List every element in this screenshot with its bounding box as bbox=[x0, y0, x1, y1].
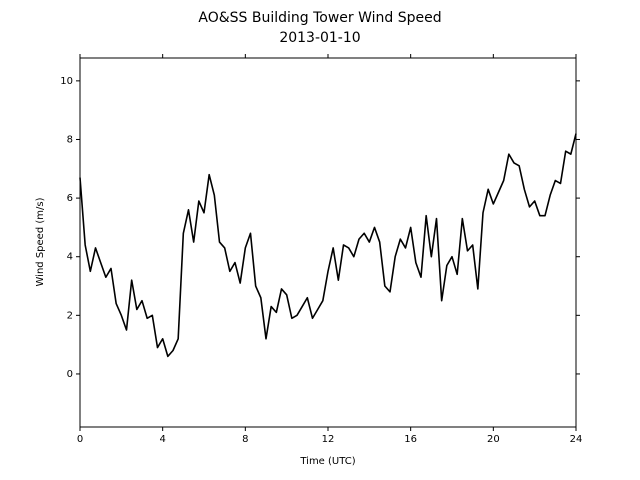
x-tick-label: 12 bbox=[322, 434, 335, 445]
y-tick-label: 0 bbox=[67, 369, 73, 380]
x-tick-label: 24 bbox=[570, 434, 583, 445]
x-tick-label: 0 bbox=[77, 434, 83, 445]
plot-frame bbox=[79, 57, 577, 428]
y-tick-label: 4 bbox=[67, 252, 73, 263]
y-axis-label: Wind Speed (m/s) bbox=[35, 197, 46, 286]
x-tick-label: 4 bbox=[159, 434, 165, 445]
x-tick-label: 16 bbox=[404, 434, 417, 445]
x-tick-label: 20 bbox=[487, 434, 500, 445]
data-line bbox=[79, 133, 577, 358]
x-axis-label: Time (UTC) bbox=[299, 456, 355, 467]
chart-title: AO&SS Building Tower Wind Speed bbox=[198, 10, 441, 26]
y-tick-label: 6 bbox=[67, 193, 73, 204]
y-tick-label: 10 bbox=[60, 76, 73, 87]
y-tick-label: 8 bbox=[67, 134, 73, 145]
x-tick-label: 8 bbox=[242, 434, 248, 445]
chart-subtitle: 2013-01-10 bbox=[279, 30, 360, 46]
y-tick-label: 2 bbox=[67, 310, 73, 321]
